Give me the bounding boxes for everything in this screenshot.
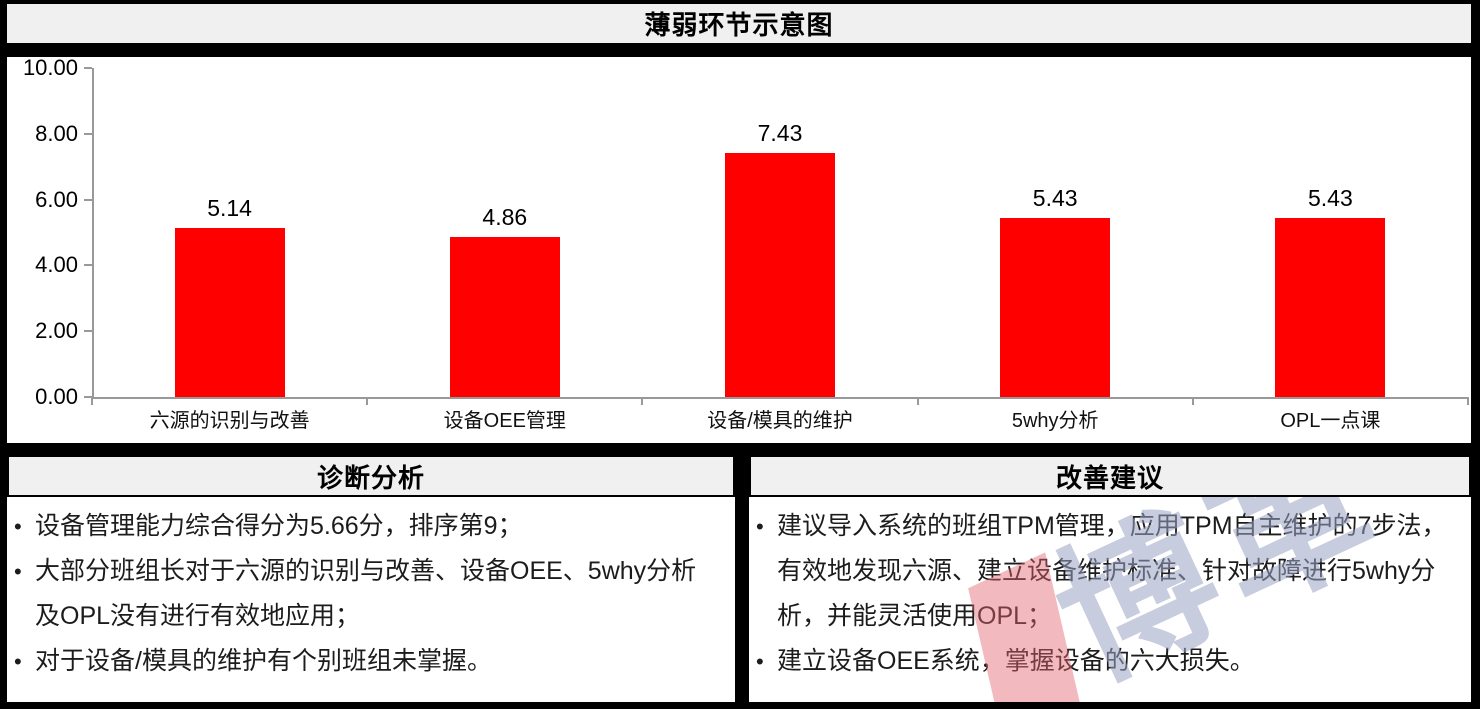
bar	[1275, 218, 1386, 397]
suggestions-panel-body: 建议导入系统的班组TPM管理，应用TPM自主维护的7步法， 有效地发现六源、建立设…	[749, 497, 1471, 702]
bar	[174, 227, 285, 397]
suggestion-bullet-line: 建立设备OEE系统，掌握设备的六大损失。	[777, 647, 1255, 675]
y-axis-tickmark	[84, 132, 92, 135]
suggestion-bullet-line: 有效地发现六源、建立设备维护标准、针对故障进行5why分	[777, 557, 1436, 585]
bar-value-label: 7.43	[757, 119, 803, 146]
bar-category-label: OPL一点课	[1280, 410, 1381, 432]
bar-value-label: 4.86	[482, 204, 528, 231]
y-axis-tick-label: 10.00	[22, 55, 78, 80]
suggestion-bullet-item: 建议导入系统的班组TPM管理，应用TPM自主维护的7步法， 有效地发现六源、建立设…	[749, 504, 1471, 639]
diagnosis-bullet-line: 大部分班组长对于六源的识别与改善、设备OEE、5why分析	[35, 557, 697, 585]
bar-value-label: 5.43	[1032, 185, 1078, 212]
suggestion-bullet-line: 建议导入系统的班组TPM管理，应用TPM自主维护的7步法，	[777, 512, 1447, 540]
suggestions-bullet-list: 建议导入系统的班组TPM管理，应用TPM自主维护的7步法， 有效地发现六源、建立设…	[749, 497, 1471, 684]
y-axis-tick-label: 0.00	[35, 384, 78, 409]
x-axis-tickmark	[916, 397, 919, 405]
bar-category-label: 设备/模具的维护	[707, 410, 853, 432]
bar-chart: 10.00 8.00 6.00 4.00 2.00 0.00 5.14 六源的识别与改善 4.8…	[22, 55, 1469, 432]
frame-border-right	[1471, 0, 1480, 709]
x-axis-tickmark	[91, 397, 93, 405]
y-axis-tick-label: 4.00	[35, 252, 78, 278]
suggestion-bullet-line: 析，并能灵活使用OPL；	[777, 602, 1053, 630]
bar-value-label: 5.43	[1308, 185, 1353, 212]
page-title: 薄弱环节示意图	[7, 4, 1471, 43]
diagnosis-panel-header: 诊断分析	[7, 455, 735, 497]
suggestions-panel-header: 改善建议	[749, 455, 1471, 497]
bar	[725, 152, 835, 397]
diagnosis-bullet-line: 设备管理能力综合得分为5.66分，排序第9；	[35, 512, 523, 540]
x-axis-tickmark	[1467, 397, 1469, 405]
suggestion-bullet-item: 建立设备OEE系统，掌握设备的六大损失。	[749, 639, 1471, 684]
bar-category-label: 设备OEE管理	[443, 410, 566, 432]
divider-between-panels	[735, 455, 749, 709]
y-axis-tick-label: 8.00	[35, 120, 78, 146]
diagnosis-bullet-line: 对于设备/模具的维护有个别班组未掌握。	[35, 647, 492, 675]
x-axis-tickmark	[641, 397, 644, 405]
frame-border-left	[0, 0, 7, 709]
diagnosis-bullet-item: 大部分班组长对于六源的识别与改善、设备OEE、5why分析及OPL没有进行有效地…	[7, 549, 735, 639]
y-axis-tick-label: 2.00	[35, 318, 78, 344]
diagnosis-panel-body: 设备管理能力综合得分为5.66分，排序第9； 大部分班组长对于六源的识别与改善、设…	[7, 497, 735, 702]
y-axis-tickmark	[84, 330, 92, 333]
bar-value-label: 5.14	[207, 194, 252, 221]
x-axis-tickmark	[1191, 397, 1194, 405]
y-axis-tick-label: 6.00	[35, 186, 78, 212]
diagnosis-bullet-item: 对于设备/模具的维护有个别班组未掌握。	[7, 639, 735, 684]
y-axis-line	[92, 68, 94, 397]
x-axis-line	[92, 397, 1468, 399]
y-axis-tickmark	[84, 67, 92, 69]
y-axis-tickmark	[84, 396, 92, 398]
divider-under-chart	[0, 443, 1480, 455]
bar	[1000, 218, 1111, 397]
diagnosis-bullet-list: 设备管理能力综合得分为5.66分，排序第9； 大部分班组长对于六源的识别与改善、设…	[7, 497, 735, 684]
frame-border-top	[0, 0, 1480, 4]
diagnosis-bullet-item: 设备管理能力综合得分为5.66分，排序第9；	[7, 504, 735, 549]
bar	[449, 237, 560, 397]
x-axis-tickmark	[366, 397, 369, 405]
y-axis-tickmark	[84, 264, 92, 267]
bar-category-label: 5why分析	[1011, 410, 1099, 432]
bar-category-label: 六源的识别与改善	[149, 410, 310, 432]
diagnosis-bullet-line: 及OPL没有进行有效地应用；	[35, 602, 361, 630]
divider-under-title	[0, 43, 1480, 57]
y-axis-tickmark	[84, 198, 92, 201]
